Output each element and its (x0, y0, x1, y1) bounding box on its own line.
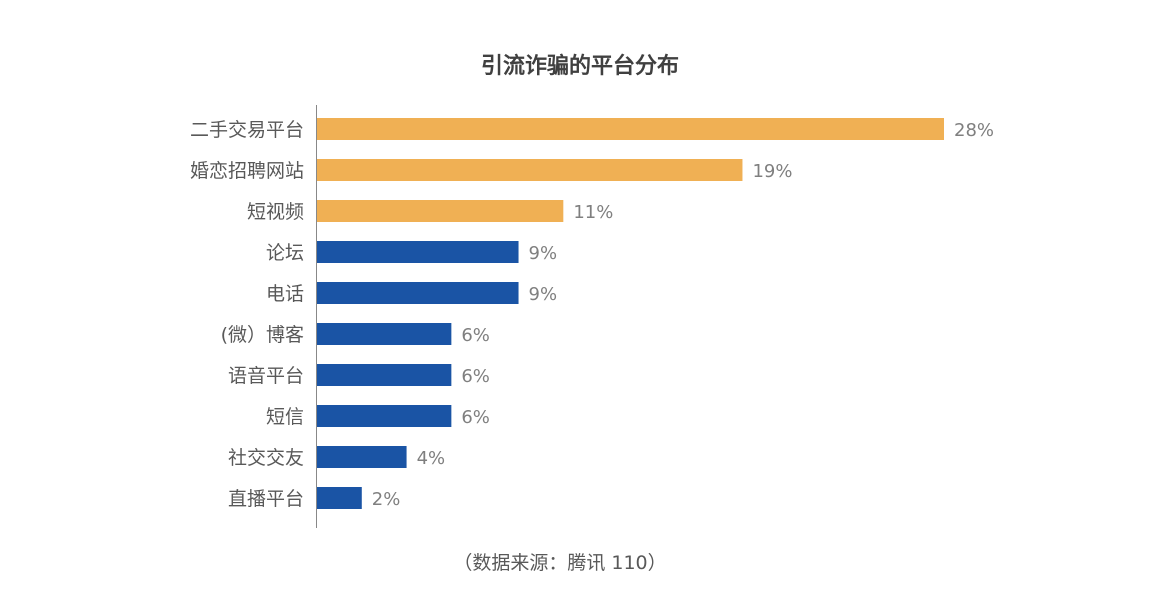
data-label: 6% (461, 366, 490, 387)
data-label: 9% (529, 243, 558, 264)
data-label: 11% (573, 202, 613, 223)
category-label: 婚恋招聘网站 (190, 160, 304, 182)
data-label: 28% (954, 120, 994, 141)
bar (317, 159, 743, 181)
category-label: 短信 (266, 406, 304, 428)
category-label: 语音平台 (228, 365, 304, 387)
data-label: 6% (461, 407, 490, 428)
category-label: 短视频 (247, 201, 304, 223)
chart-title: 引流诈骗的平台分布 (480, 54, 679, 79)
category-label: 论坛 (266, 242, 304, 264)
bar (317, 323, 452, 345)
bar (317, 487, 362, 509)
category-label: (微）博客 (221, 324, 304, 346)
bar (317, 364, 452, 386)
category-label: 社交交友 (228, 447, 304, 469)
category-label: 直播平台 (228, 488, 304, 510)
data-label: 4% (417, 448, 446, 469)
bar (317, 118, 944, 140)
bar (317, 446, 407, 468)
data-label: 6% (461, 325, 490, 346)
bar (317, 241, 519, 263)
bar (317, 405, 452, 427)
data-label: 9% (529, 284, 558, 305)
data-label: 2% (372, 489, 401, 510)
bar (317, 282, 519, 304)
bar (317, 200, 564, 222)
data-label: 19% (752, 161, 792, 182)
category-label: 电话 (266, 283, 304, 305)
source-note: （数据来源：腾讯 110） (453, 552, 667, 574)
category-label: 二手交易平台 (190, 119, 304, 141)
